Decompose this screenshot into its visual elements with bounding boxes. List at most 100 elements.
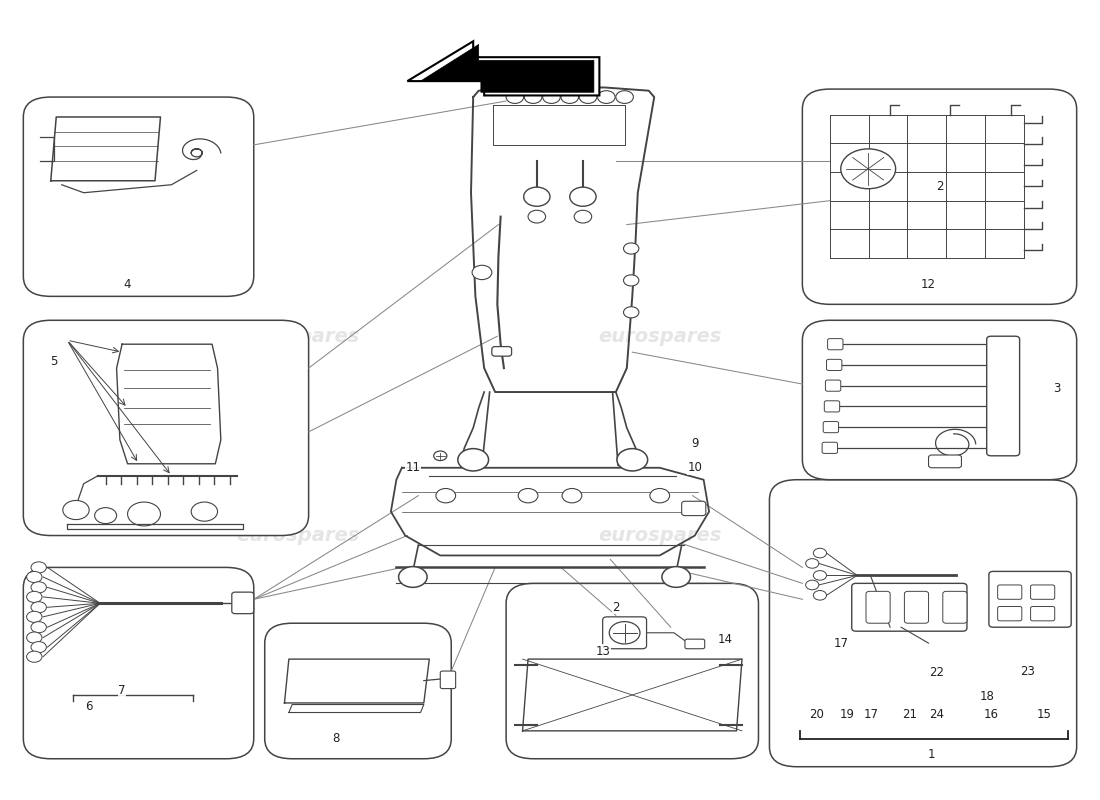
Circle shape — [570, 187, 596, 206]
Circle shape — [433, 451, 447, 461]
FancyBboxPatch shape — [685, 639, 705, 649]
Circle shape — [624, 306, 639, 318]
Polygon shape — [420, 45, 594, 92]
FancyBboxPatch shape — [1031, 606, 1055, 621]
Circle shape — [542, 90, 560, 103]
Text: 12: 12 — [921, 278, 936, 291]
Text: 1: 1 — [928, 748, 936, 762]
Circle shape — [561, 90, 579, 103]
Text: 7: 7 — [119, 685, 125, 698]
FancyBboxPatch shape — [827, 338, 843, 350]
FancyBboxPatch shape — [825, 380, 840, 391]
FancyBboxPatch shape — [987, 336, 1020, 456]
Text: 17: 17 — [864, 709, 879, 722]
Text: 14: 14 — [718, 633, 733, 646]
Text: eurospares: eurospares — [236, 326, 360, 346]
Text: 24: 24 — [928, 709, 944, 722]
Circle shape — [597, 90, 615, 103]
Circle shape — [624, 243, 639, 254]
Circle shape — [95, 508, 117, 523]
Text: eurospares: eurospares — [236, 526, 360, 545]
FancyBboxPatch shape — [23, 567, 254, 758]
FancyBboxPatch shape — [998, 606, 1022, 621]
FancyBboxPatch shape — [826, 359, 842, 370]
FancyBboxPatch shape — [989, 571, 1071, 627]
Circle shape — [472, 266, 492, 280]
Circle shape — [26, 571, 42, 582]
Circle shape — [813, 548, 826, 558]
FancyBboxPatch shape — [943, 591, 967, 623]
Circle shape — [528, 210, 546, 223]
Circle shape — [31, 602, 46, 613]
Circle shape — [518, 489, 538, 503]
FancyBboxPatch shape — [802, 320, 1077, 480]
Text: 11: 11 — [405, 462, 420, 474]
Text: 21: 21 — [902, 709, 917, 722]
FancyBboxPatch shape — [23, 97, 254, 296]
FancyBboxPatch shape — [824, 401, 839, 412]
Circle shape — [63, 501, 89, 519]
Circle shape — [26, 651, 42, 662]
FancyBboxPatch shape — [928, 455, 961, 468]
Circle shape — [805, 580, 818, 590]
Circle shape — [26, 632, 42, 643]
FancyBboxPatch shape — [769, 480, 1077, 766]
Circle shape — [525, 90, 542, 103]
Circle shape — [662, 566, 691, 587]
FancyBboxPatch shape — [232, 592, 254, 614]
Text: 15: 15 — [1036, 709, 1052, 722]
Text: 3: 3 — [1053, 382, 1060, 394]
Circle shape — [650, 489, 670, 503]
Circle shape — [31, 642, 46, 653]
Text: 2: 2 — [936, 180, 944, 193]
Circle shape — [624, 275, 639, 286]
FancyBboxPatch shape — [506, 583, 759, 758]
Circle shape — [436, 489, 455, 503]
Circle shape — [616, 90, 634, 103]
Text: 8: 8 — [332, 732, 340, 746]
FancyBboxPatch shape — [492, 346, 512, 356]
Circle shape — [562, 489, 582, 503]
FancyBboxPatch shape — [823, 422, 838, 433]
Circle shape — [458, 449, 488, 471]
FancyBboxPatch shape — [682, 502, 706, 515]
Circle shape — [398, 566, 427, 587]
Text: 23: 23 — [1020, 665, 1035, 678]
Circle shape — [128, 502, 161, 526]
FancyBboxPatch shape — [998, 585, 1022, 599]
Text: 9: 9 — [691, 438, 698, 450]
Text: 18: 18 — [979, 690, 994, 703]
Text: 6: 6 — [86, 701, 92, 714]
FancyBboxPatch shape — [265, 623, 451, 758]
FancyBboxPatch shape — [440, 671, 455, 689]
Text: eurospares: eurospares — [598, 326, 722, 346]
Circle shape — [609, 622, 640, 644]
FancyBboxPatch shape — [904, 591, 928, 623]
Circle shape — [617, 449, 648, 471]
Circle shape — [31, 582, 46, 593]
Circle shape — [580, 90, 597, 103]
Text: 13: 13 — [595, 645, 610, 658]
Circle shape — [506, 90, 524, 103]
Text: 2: 2 — [612, 601, 619, 614]
Text: 4: 4 — [124, 278, 131, 291]
Circle shape — [191, 502, 218, 521]
FancyBboxPatch shape — [1031, 585, 1055, 599]
Text: 17: 17 — [834, 637, 848, 650]
FancyBboxPatch shape — [603, 617, 647, 649]
Circle shape — [840, 149, 895, 189]
Circle shape — [813, 590, 826, 600]
Circle shape — [31, 562, 46, 573]
FancyBboxPatch shape — [23, 320, 309, 535]
Text: 5: 5 — [51, 355, 57, 368]
Text: eurospares: eurospares — [598, 526, 722, 545]
Circle shape — [524, 187, 550, 206]
FancyBboxPatch shape — [822, 442, 837, 454]
FancyBboxPatch shape — [802, 89, 1077, 304]
FancyBboxPatch shape — [851, 583, 967, 631]
Circle shape — [31, 622, 46, 633]
Text: 10: 10 — [688, 462, 702, 474]
FancyBboxPatch shape — [866, 591, 890, 623]
Circle shape — [805, 558, 818, 568]
Text: 20: 20 — [810, 709, 824, 722]
